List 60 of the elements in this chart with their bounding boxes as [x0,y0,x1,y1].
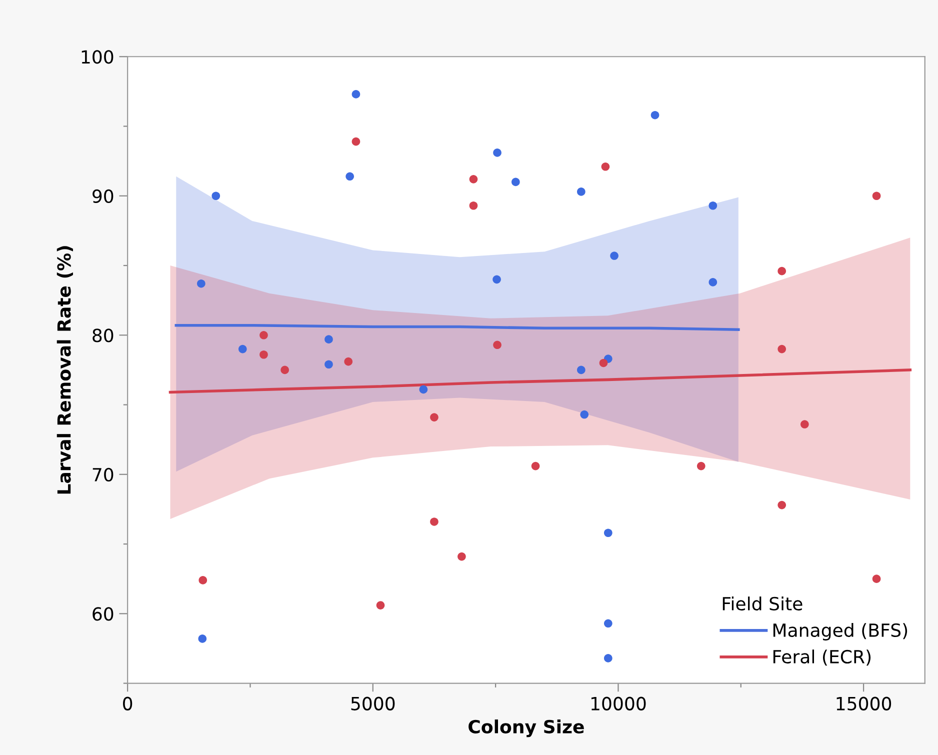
point [458,552,466,561]
point [604,654,612,662]
y-tick-label: 80 [92,328,114,342]
x-axis-title: Colony Size [468,720,584,738]
point [493,148,502,157]
y-tick-label: 60 [92,607,114,621]
legend-label: Managed (BFS) [773,623,908,641]
point [260,350,268,359]
point [696,462,706,470]
point [469,201,478,210]
point [280,366,289,374]
legend-label: Feral (ECR) [773,650,871,666]
point [708,278,718,286]
point [492,275,501,284]
point [580,410,589,419]
point [430,518,438,526]
point [708,201,718,210]
y-axis-title: Larval Removal Rate (%) [56,246,73,494]
point [512,178,520,186]
point [376,601,385,610]
point [872,192,881,200]
point [577,188,586,196]
point [352,90,360,98]
point [419,385,428,394]
x-tick-label: 5000 [351,696,395,710]
x-tick-label: 0 [123,696,132,710]
point [469,175,478,184]
point [198,634,207,643]
point [601,162,610,171]
point [260,330,268,340]
point [604,619,612,628]
point [324,360,333,369]
point [212,192,220,200]
point [577,366,586,374]
point [344,357,353,366]
point [346,172,354,181]
point [800,420,809,428]
legend-title: Field Site [722,596,802,611]
point [610,252,618,260]
point [604,528,612,538]
point [778,266,786,276]
y-tick-label: 70 [92,468,114,482]
y-tick-label: 90 [92,189,114,203]
point [352,137,360,146]
point [778,344,786,354]
point [650,110,660,120]
point [493,340,502,350]
point [197,279,206,288]
point [430,413,438,422]
x-tick-label: 15000 [836,696,892,710]
point [238,344,247,354]
point [531,462,540,470]
point [599,358,608,368]
point [778,500,786,510]
line-series [168,368,912,394]
point [324,335,333,344]
point [198,576,208,584]
x-tick-label: 10000 [591,696,646,710]
point [872,574,881,583]
y-tick-label: 100 [82,50,114,64]
